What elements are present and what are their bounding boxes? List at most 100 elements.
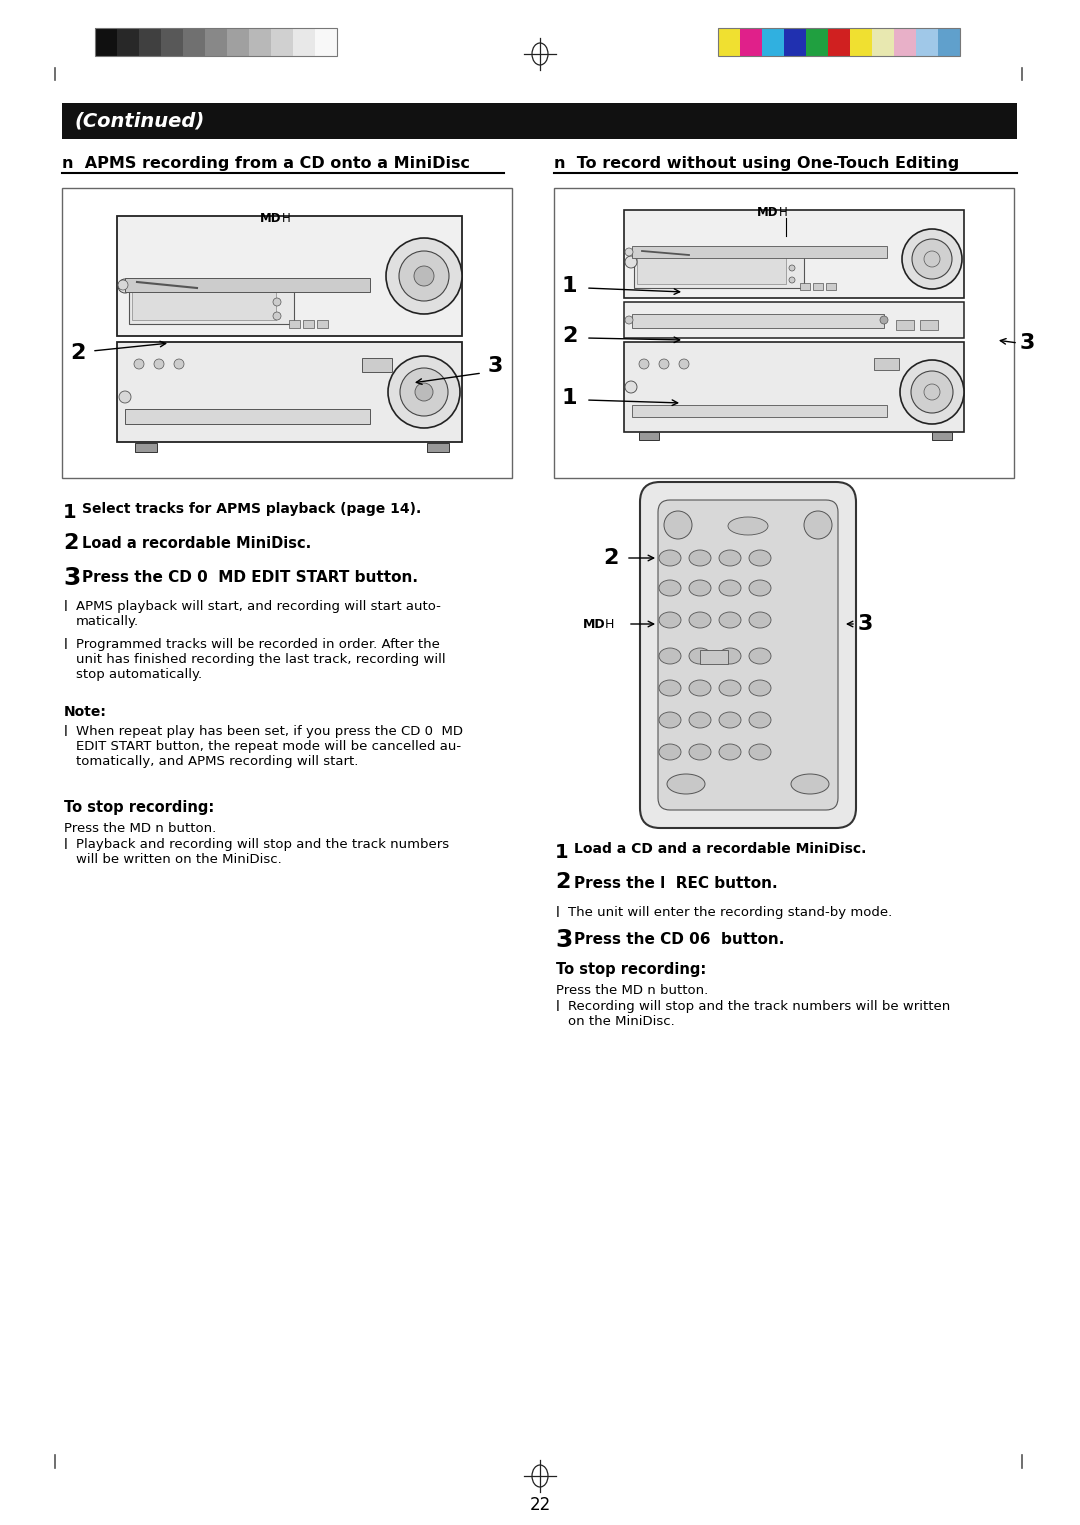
Ellipse shape [689, 680, 711, 695]
Bar [932, 432, 951, 441]
Bar [916, 27, 939, 56]
Text: Programmed tracks will be recorded in order. After the
unit has finished recordi: Programmed tracks will be recorded in or… [76, 637, 446, 682]
Bar [139, 27, 161, 56]
FancyBboxPatch shape [658, 500, 838, 810]
Ellipse shape [750, 648, 771, 663]
Bar [800, 284, 810, 290]
Bar [289, 320, 300, 328]
Ellipse shape [689, 712, 711, 727]
Circle shape [664, 511, 692, 538]
Circle shape [639, 358, 649, 369]
Circle shape [789, 265, 795, 271]
Text: MD: MD [756, 206, 778, 220]
Bar [95, 27, 337, 56]
Text: When repeat play has been set, if you press the CD 0  MD
EDIT START button, the : When repeat play has been set, if you pr… [76, 724, 463, 769]
Ellipse shape [659, 744, 681, 759]
Text: 2: 2 [70, 343, 85, 363]
Circle shape [625, 249, 633, 256]
Bar [894, 27, 916, 56]
Text: Press the l  REC button.: Press the l REC button. [573, 875, 778, 891]
Circle shape [789, 278, 795, 284]
Circle shape [134, 358, 144, 369]
Text: 22: 22 [529, 1496, 551, 1514]
Text: 3: 3 [555, 929, 572, 952]
Text: Select tracks for APMS playback (page 14).: Select tracks for APMS playback (page 14… [82, 502, 421, 515]
Circle shape [388, 355, 460, 429]
Bar [554, 188, 1014, 477]
Bar [874, 358, 899, 371]
Bar [271, 27, 293, 56]
Bar [125, 409, 370, 424]
Ellipse shape [719, 648, 741, 663]
Text: l: l [64, 724, 68, 740]
Bar [634, 250, 804, 288]
Text: H: H [605, 618, 615, 630]
Text: 2: 2 [63, 534, 79, 554]
Text: 3: 3 [858, 615, 874, 634]
Text: MD: MD [260, 212, 282, 226]
Ellipse shape [791, 775, 829, 795]
Bar [939, 27, 960, 56]
Ellipse shape [719, 551, 741, 566]
Circle shape [902, 229, 962, 290]
Circle shape [118, 279, 132, 293]
Text: Recording will stop and the track numbers will be written
on the MiniDisc.: Recording will stop and the track number… [568, 1000, 950, 1028]
Text: n  APMS recording from a CD onto a MiniDisc: n APMS recording from a CD onto a MiniDi… [62, 156, 470, 171]
Bar [826, 284, 836, 290]
Bar [632, 246, 887, 258]
Text: APMS playback will start, and recording will start auto-
matically.: APMS playback will start, and recording … [76, 599, 441, 628]
Text: 1: 1 [562, 387, 578, 409]
Circle shape [414, 265, 434, 287]
Bar [828, 27, 850, 56]
Bar [784, 27, 806, 56]
Text: l: l [556, 906, 559, 920]
Text: Press the MD n button.: Press the MD n button. [64, 822, 216, 836]
Bar [639, 432, 659, 441]
Circle shape [912, 371, 953, 413]
Text: l: l [64, 839, 68, 852]
Text: To stop recording:: To stop recording: [556, 962, 706, 978]
Ellipse shape [750, 680, 771, 695]
Circle shape [174, 358, 184, 369]
Bar [632, 314, 885, 328]
Text: To stop recording:: To stop recording: [64, 801, 214, 814]
Circle shape [273, 313, 281, 320]
Circle shape [154, 358, 164, 369]
Text: l: l [556, 1000, 559, 1014]
Circle shape [625, 381, 637, 393]
Text: 3: 3 [63, 566, 80, 590]
Ellipse shape [728, 517, 768, 535]
Text: 2: 2 [562, 326, 578, 346]
Ellipse shape [750, 551, 771, 566]
Bar [806, 27, 828, 56]
Text: 3: 3 [1020, 332, 1036, 352]
Text: The unit will enter the recording stand-by mode.: The unit will enter the recording stand-… [568, 906, 892, 920]
Ellipse shape [719, 580, 741, 596]
Bar [62, 104, 1017, 139]
Text: 2: 2 [603, 547, 619, 567]
Bar [624, 342, 964, 432]
Circle shape [625, 256, 637, 268]
Bar [132, 285, 276, 320]
Bar [183, 27, 205, 56]
Bar [117, 27, 139, 56]
Text: 3: 3 [488, 355, 503, 377]
Circle shape [880, 316, 888, 323]
Bar [920, 320, 939, 329]
Bar [637, 256, 786, 284]
Bar [624, 302, 964, 339]
Text: H: H [779, 206, 787, 220]
Bar [896, 320, 914, 329]
Circle shape [912, 239, 951, 279]
Circle shape [386, 238, 462, 314]
Ellipse shape [750, 612, 771, 628]
Bar [427, 442, 449, 451]
Text: (Continued): (Continued) [75, 111, 204, 131]
Bar [718, 27, 740, 56]
Circle shape [900, 360, 964, 424]
Ellipse shape [667, 775, 705, 795]
Bar [135, 442, 157, 451]
Ellipse shape [689, 580, 711, 596]
Bar [362, 358, 392, 372]
Circle shape [679, 358, 689, 369]
